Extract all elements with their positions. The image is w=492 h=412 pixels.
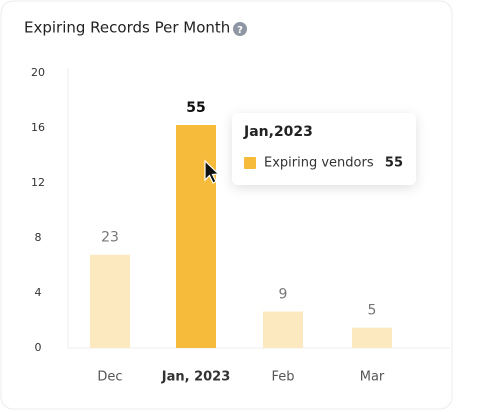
- y-tick-label: 8: [35, 231, 42, 244]
- tooltip-value: 55: [385, 156, 403, 171]
- tooltip-series: Expiring vendors: [264, 156, 374, 171]
- data-label: 23: [101, 230, 119, 246]
- marks: 0 4 8 12 16 20 23 Dec 55 Jan, 2023 9 Feb 5 Mar: [31, 66, 392, 385]
- bar: [352, 327, 392, 348]
- chart-title: Expiring Records Per Month: [24, 19, 230, 37]
- y-tick-label: 20: [31, 66, 45, 79]
- data-label: 5: [368, 303, 377, 319]
- x-tick-label: Dec: [97, 370, 122, 385]
- bar: [176, 125, 216, 348]
- y-tick-label: 16: [31, 121, 45, 134]
- x-tick-label: Feb: [271, 370, 294, 385]
- data-label: 9: [279, 287, 288, 303]
- y-tick-label: 0: [35, 341, 42, 354]
- data-label: 55: [186, 100, 205, 116]
- svg-text:?: ?: [237, 25, 243, 36]
- bar: [263, 311, 303, 348]
- x-tick-label: Mar: [360, 370, 385, 385]
- x-tick-label: Jan, 2023: [161, 370, 231, 385]
- y-tick-label: 4: [35, 286, 42, 299]
- bar: [90, 254, 130, 348]
- tooltip-swatch: [244, 157, 256, 169]
- help-icon[interactable]: ?: [233, 22, 247, 36]
- cursor: [204, 159, 220, 184]
- tooltip-title: Jan,2023: [243, 124, 313, 140]
- tooltip: Jan,2023 Expiring vendors 55: [232, 113, 416, 185]
- y-tick-label: 12: [31, 176, 45, 189]
